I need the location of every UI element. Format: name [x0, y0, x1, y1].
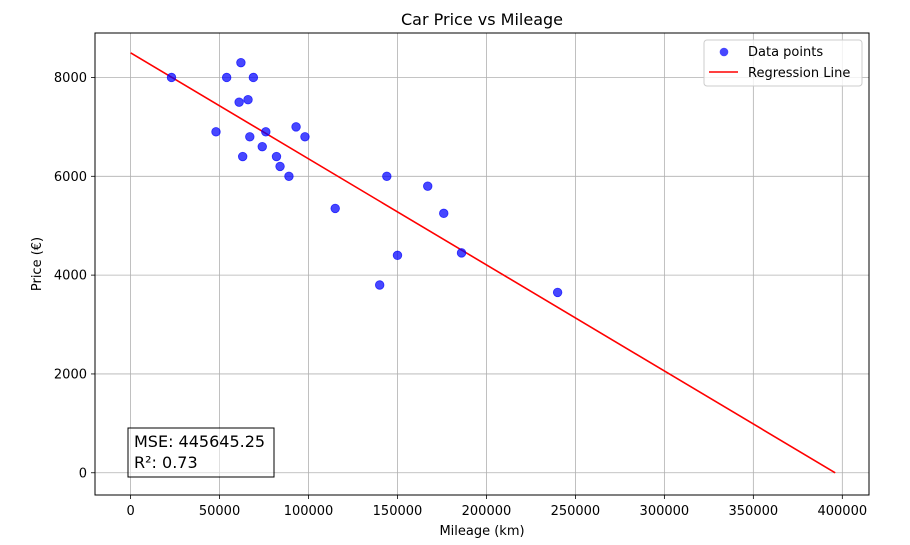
data-point — [257, 141, 267, 152]
stats-annotation: MSE: 445645.25 R²: 0.73 — [127, 427, 275, 478]
regression-line-layer — [130, 52, 836, 474]
axis-ticks: 0 50000 100000 150000 200000 250000 300000 3500… — [54, 71, 867, 519]
data-point — [439, 208, 449, 219]
data-point — [234, 97, 244, 107]
x-tick-label: 250000 — [551, 504, 601, 519]
data-point — [261, 127, 271, 137]
data-points-layer — [166, 57, 563, 298]
data-point — [423, 181, 433, 191]
data-point — [291, 122, 301, 132]
data-point — [245, 132, 255, 142]
legend-marker-data-points — [719, 47, 729, 57]
legend-label-regression-line: Regression Line — [748, 66, 850, 81]
data-point — [271, 151, 282, 162]
data-point — [330, 203, 340, 214]
legend-label-data-points: Data points — [748, 45, 823, 60]
x-tick-label: 100000 — [284, 504, 334, 519]
x-tick-label: 150000 — [373, 504, 423, 519]
stats-box-frame — [127, 427, 275, 478]
data-point — [243, 95, 253, 105]
chart-title: Car Price vs Mileage — [401, 10, 563, 29]
data-point — [374, 280, 385, 290]
data-point — [211, 127, 221, 137]
x-axis-label: Mileage (km) — [439, 524, 524, 539]
data-point — [248, 72, 259, 83]
data-point — [221, 72, 232, 83]
y-tick-label: 6000 — [54, 170, 87, 185]
r2-text: R²: 0.73 — [134, 453, 198, 472]
legend: Data points Regression Line — [703, 39, 863, 87]
y-tick-label: 2000 — [54, 367, 87, 382]
y-tick-label: 0 — [79, 466, 87, 481]
data-point — [166, 72, 177, 83]
plot-frame — [94, 32, 870, 496]
data-point — [275, 161, 285, 172]
data-point — [300, 132, 310, 142]
regression-line — [130, 52, 836, 474]
data-point — [552, 287, 563, 298]
x-tick-label: 350000 — [729, 504, 779, 519]
y-tick-label: 8000 — [54, 71, 87, 86]
y-tick-label: 4000 — [54, 269, 87, 284]
legend-box — [703, 39, 863, 87]
data-point — [456, 248, 467, 258]
x-tick-label: 0 — [126, 504, 134, 519]
data-point — [284, 171, 294, 181]
x-tick-label: 50000 — [199, 504, 240, 519]
data-point — [237, 151, 248, 162]
data-point — [236, 57, 246, 68]
x-tick-label: 400000 — [817, 504, 867, 519]
data-point — [392, 250, 403, 261]
data-point — [382, 171, 392, 181]
y-axis-label: Price (€) — [30, 237, 45, 291]
mse-text: MSE: 445645.25 — [134, 432, 265, 451]
x-tick-label: 200000 — [462, 504, 512, 519]
x-tick-label: 300000 — [640, 504, 690, 519]
grid — [95, 33, 869, 495]
